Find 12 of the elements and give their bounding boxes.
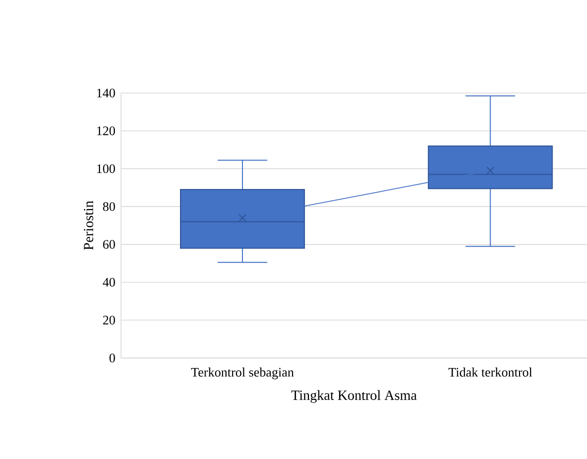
y-tick-label: 0 bbox=[110, 354, 115, 362]
y-tick-label: 40 bbox=[102, 278, 115, 287]
y-tick-label: 60 bbox=[103, 240, 115, 249]
y-axis-title: Periostin bbox=[84, 200, 94, 250]
x-axis-title: Tingkat Kontrol Asma bbox=[291, 390, 417, 403]
y-tick-label: 140 bbox=[97, 88, 115, 98]
x-tick-label: Terkontrol sebagian bbox=[191, 368, 294, 380]
y-tick-label: 100 bbox=[97, 164, 115, 174]
y-tick-label: 120 bbox=[97, 126, 115, 136]
x-tick-label: Tidak terkontrol bbox=[448, 368, 532, 377]
y-tick-label: 20 bbox=[103, 316, 115, 325]
y-tick-label: 80 bbox=[103, 202, 115, 211]
